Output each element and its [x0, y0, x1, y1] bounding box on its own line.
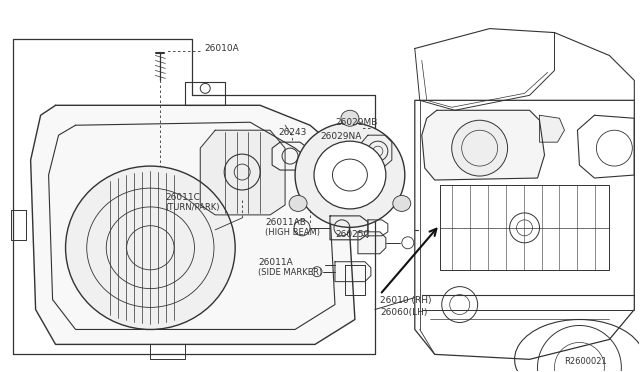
Polygon shape: [335, 262, 371, 282]
Polygon shape: [362, 135, 392, 166]
Text: 26010A: 26010A: [204, 44, 239, 52]
Text: 26011C: 26011C: [165, 193, 200, 202]
Ellipse shape: [295, 123, 405, 227]
Text: 26011AB: 26011AB: [265, 218, 306, 227]
Text: 26029NA: 26029NA: [320, 132, 362, 141]
Polygon shape: [200, 130, 285, 215]
Ellipse shape: [393, 195, 411, 211]
Text: 26029MB: 26029MB: [335, 118, 378, 127]
Ellipse shape: [65, 166, 235, 330]
Text: R2600021: R2600021: [564, 357, 607, 366]
Polygon shape: [330, 216, 368, 240]
Text: (HIGH BEAM): (HIGH BEAM): [265, 228, 320, 237]
Polygon shape: [422, 110, 545, 180]
Text: 26243: 26243: [278, 128, 307, 137]
Text: 26060(LH): 26060(LH): [380, 308, 428, 317]
Polygon shape: [358, 232, 386, 254]
Text: 26025C: 26025C: [335, 230, 370, 239]
Text: (TURN/PARK): (TURN/PARK): [165, 203, 220, 212]
Text: 26010 (RH): 26010 (RH): [380, 296, 431, 305]
Text: 26011A: 26011A: [258, 258, 293, 267]
Polygon shape: [540, 115, 564, 142]
Ellipse shape: [341, 110, 359, 126]
Ellipse shape: [314, 141, 386, 209]
Polygon shape: [31, 105, 355, 344]
Ellipse shape: [289, 195, 307, 211]
Polygon shape: [272, 142, 308, 170]
Circle shape: [452, 120, 508, 176]
Text: (SIDE MARKER): (SIDE MARKER): [258, 268, 323, 277]
